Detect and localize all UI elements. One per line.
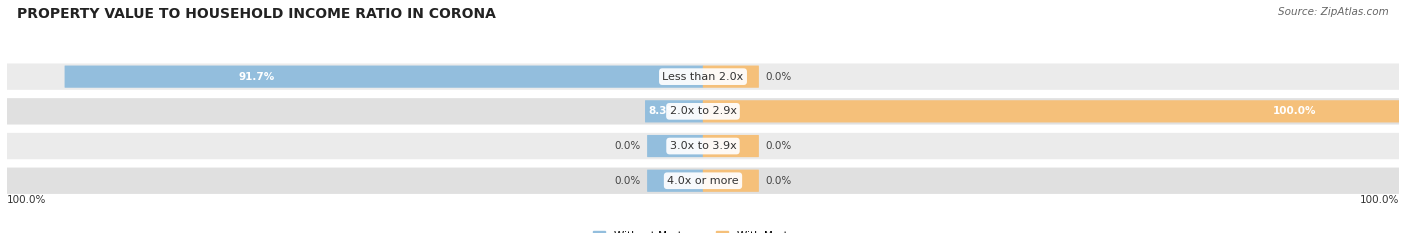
Text: 100.0%: 100.0%: [7, 195, 46, 205]
Text: 0.0%: 0.0%: [614, 176, 640, 186]
Text: PROPERTY VALUE TO HOUSEHOLD INCOME RATIO IN CORONA: PROPERTY VALUE TO HOUSEHOLD INCOME RATIO…: [17, 7, 496, 21]
FancyBboxPatch shape: [7, 63, 1399, 90]
FancyBboxPatch shape: [647, 170, 703, 192]
Text: 91.7%: 91.7%: [238, 72, 274, 82]
Text: 0.0%: 0.0%: [766, 176, 792, 186]
Text: Less than 2.0x: Less than 2.0x: [662, 72, 744, 82]
Text: 0.0%: 0.0%: [614, 141, 640, 151]
FancyBboxPatch shape: [703, 170, 759, 192]
FancyBboxPatch shape: [703, 100, 1399, 123]
Text: 0.0%: 0.0%: [766, 72, 792, 82]
FancyBboxPatch shape: [7, 133, 1399, 159]
Text: 8.3%: 8.3%: [648, 106, 678, 116]
Text: 100.0%: 100.0%: [1272, 106, 1316, 116]
Text: 4.0x or more: 4.0x or more: [668, 176, 738, 186]
Text: Source: ZipAtlas.com: Source: ZipAtlas.com: [1278, 7, 1389, 17]
FancyBboxPatch shape: [7, 168, 1399, 194]
Text: 2.0x to 2.9x: 2.0x to 2.9x: [669, 106, 737, 116]
FancyBboxPatch shape: [7, 98, 1399, 124]
Text: 0.0%: 0.0%: [766, 141, 792, 151]
FancyBboxPatch shape: [65, 65, 703, 88]
FancyBboxPatch shape: [645, 100, 703, 123]
Text: 3.0x to 3.9x: 3.0x to 3.9x: [669, 141, 737, 151]
FancyBboxPatch shape: [703, 135, 759, 157]
Text: 100.0%: 100.0%: [1360, 195, 1399, 205]
FancyBboxPatch shape: [647, 135, 703, 157]
Legend: Without Mortgage, With Mortgage: Without Mortgage, With Mortgage: [589, 227, 817, 233]
FancyBboxPatch shape: [703, 65, 759, 88]
